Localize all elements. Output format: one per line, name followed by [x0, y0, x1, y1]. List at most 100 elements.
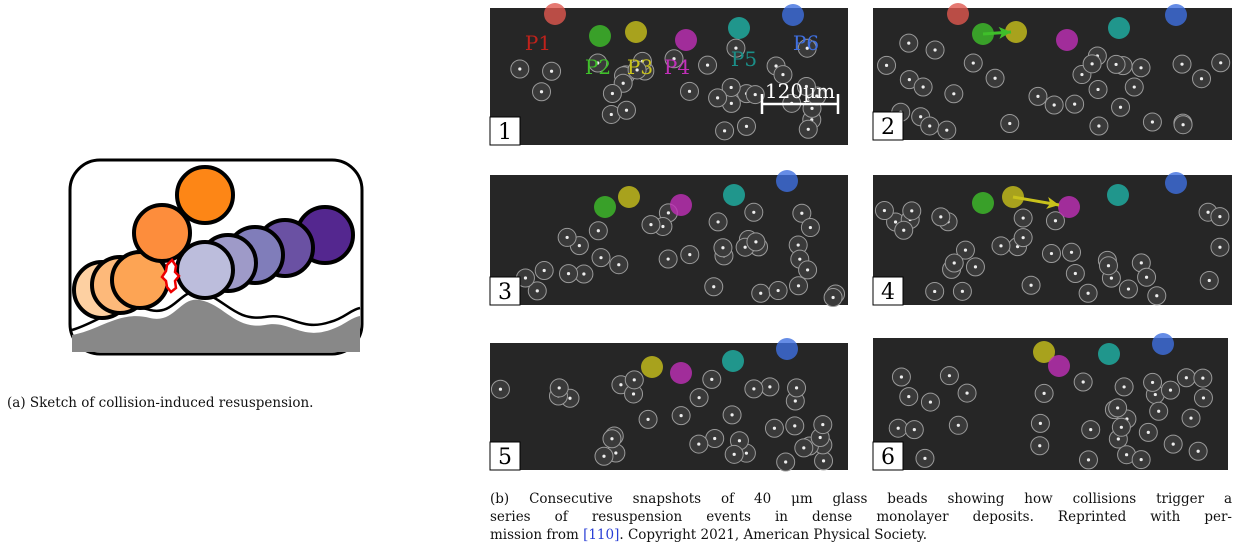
bead-highlight [948, 374, 951, 377]
bead-highlight [602, 455, 605, 458]
bead-highlight [550, 70, 553, 73]
bead-highlight [1022, 236, 1025, 239]
panel-number: 6 [881, 445, 895, 470]
bead-highlight [1157, 410, 1160, 413]
panel-number: 2 [881, 115, 895, 140]
bead-highlight [1154, 393, 1157, 396]
bead-highlight [632, 392, 635, 395]
bead-highlight [730, 102, 733, 105]
bead-highlight [622, 82, 625, 85]
bead-highlight [1127, 287, 1130, 290]
tracked-particle [589, 25, 611, 47]
bead-highlight [688, 90, 691, 93]
caption-b: (b) Consecutive snapshots of 40 μm glass… [490, 490, 1232, 544]
tracked-particle [722, 350, 744, 372]
tracked-particle [670, 194, 692, 216]
bead-highlight [897, 427, 900, 430]
bead-highlight [716, 96, 719, 99]
bead-highlight [518, 67, 521, 70]
particle-label: P6 [793, 31, 819, 55]
bead-highlight [953, 261, 956, 264]
bead-highlight [806, 268, 809, 271]
bead-highlight [907, 395, 910, 398]
bead-highlight [945, 129, 948, 132]
bead-highlight [907, 42, 910, 45]
bead-highlight [540, 90, 543, 93]
bead-highlight [1180, 63, 1183, 66]
bead-highlight [597, 229, 600, 232]
bead-highlight [1107, 264, 1110, 267]
panel-number: 4 [881, 280, 895, 305]
bead-highlight [733, 453, 736, 456]
bead-highlight [1123, 385, 1126, 388]
bead-highlight [1091, 62, 1094, 65]
bead-highlight [759, 292, 762, 295]
bead-highlight [611, 92, 614, 95]
tracked-particle [1108, 17, 1130, 39]
bead-highlight [798, 258, 801, 261]
bead-highlight [582, 272, 585, 275]
bead-highlight [499, 388, 502, 391]
bead-highlight [1169, 389, 1172, 392]
bead-highlight [754, 240, 757, 243]
bead-highlight [894, 220, 897, 223]
tracked-particle [776, 338, 798, 360]
caption-a: (a) Sketch of collision-induced resuspen… [7, 394, 313, 412]
bead-highlight [697, 442, 700, 445]
bead-highlight [710, 378, 713, 381]
particle-label: P1 [525, 31, 551, 55]
bead-highlight [885, 64, 888, 67]
caption-text: mission from [490, 527, 583, 543]
bead-highlight [1039, 422, 1042, 425]
bead-highlight [939, 215, 942, 218]
bead-highlight [910, 209, 913, 212]
snapshot: 3 [490, 170, 848, 306]
bead-highlight [964, 249, 967, 252]
snapshot: 4 [873, 172, 1232, 305]
bead-highlight [773, 427, 776, 430]
bead-highlight [745, 125, 748, 128]
snapshot: 5 [490, 338, 848, 471]
tracked-particle [618, 186, 640, 208]
bead-highlight [802, 446, 805, 449]
bead-highlight [1218, 215, 1221, 218]
bead-highlight [957, 424, 960, 427]
particle-label: P4 [664, 55, 690, 79]
bead-highlight [1139, 66, 1142, 69]
bead-highlight [933, 48, 936, 51]
bead-highlight [961, 290, 964, 293]
bead-highlight [999, 244, 1002, 247]
bead-highlight [822, 459, 825, 462]
bead-highlight [610, 437, 613, 440]
bead-highlight [974, 265, 977, 268]
tracked-particle [544, 3, 566, 25]
bead-highlight [821, 423, 824, 426]
tracked-particle [1048, 355, 1070, 377]
bead-highlight [993, 77, 996, 80]
tracked-particle [972, 192, 994, 214]
bead-highlight [1155, 294, 1158, 297]
bead-highlight [1008, 122, 1011, 125]
tracked-particle [625, 21, 647, 43]
bead-highlight [902, 229, 905, 232]
particle-label: P2 [585, 55, 611, 79]
tracked-particle [728, 17, 750, 39]
tracked-particle [1165, 172, 1187, 194]
citation-link[interactable]: [110] [583, 527, 619, 543]
snapshot-image [873, 175, 1232, 305]
bead-highlight [1117, 437, 1120, 440]
bead-highlight [819, 436, 822, 439]
bead-highlight [558, 386, 561, 389]
bead-highlight [1201, 376, 1204, 379]
caption-line: series of resuspension events in dense m… [490, 508, 1232, 526]
bead-highlight [1054, 219, 1057, 222]
bead-highlight [1116, 406, 1119, 409]
caption-text: . Copyright 2021, American Physical Soci… [619, 527, 927, 543]
bead-highlight [1172, 443, 1175, 446]
bead-highlight [809, 226, 812, 229]
panel-number: 1 [498, 120, 512, 145]
panel-number: 3 [498, 280, 512, 305]
bead-highlight [566, 236, 569, 239]
bead-highlight [1022, 216, 1025, 219]
